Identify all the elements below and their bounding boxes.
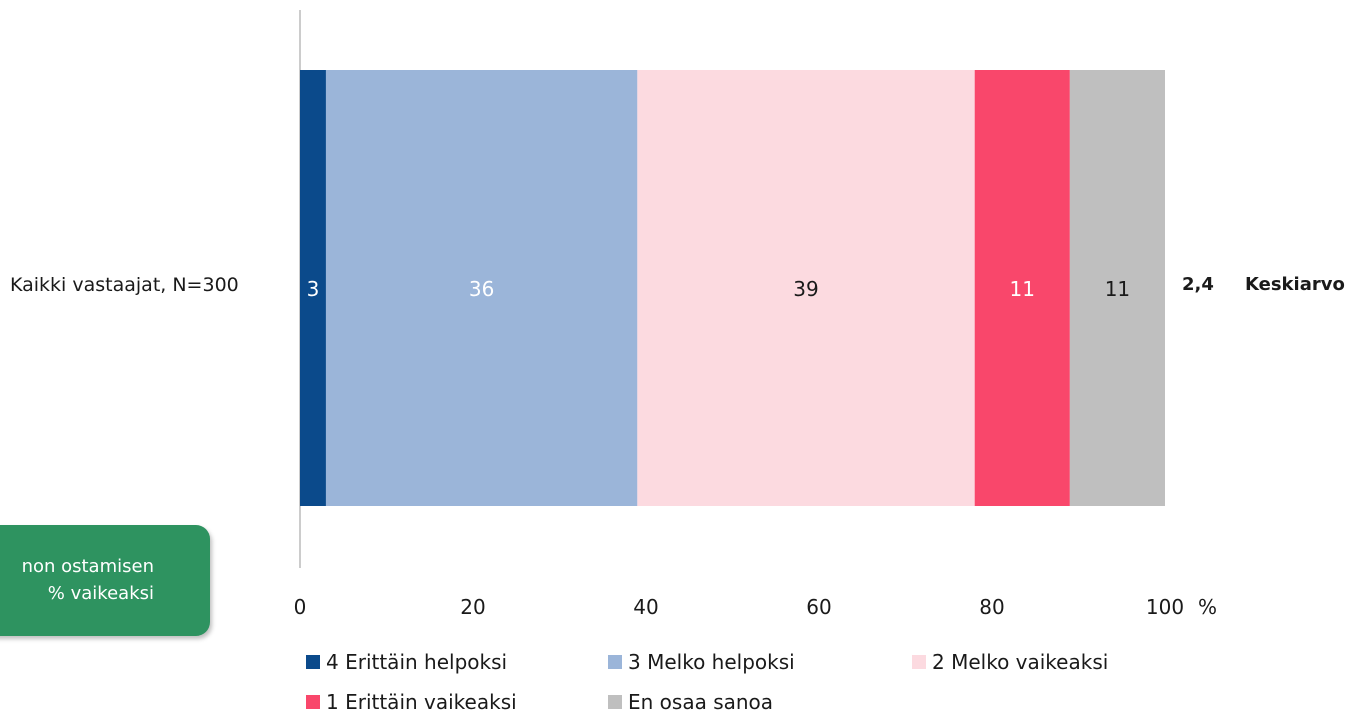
data-label: 11 [1105,277,1130,301]
legend-item: 2 Melko vaikeaksi [912,650,1108,674]
bar-segment [637,70,975,506]
data-label: 39 [793,277,818,301]
legend-item: 1 Erittäin vaikeaksi [306,690,517,714]
bar-segment [974,70,1070,506]
mean-value: 2,4 [1182,274,1214,295]
category-label: Kaikki vastaajat, N=300 [10,274,239,296]
legend-label: 3 Melko helpoksi [628,650,795,674]
x-tick-label: 60 [806,595,831,619]
bar-segment [1069,70,1165,506]
x-tick-label: 0 [294,595,307,619]
callout-box: non ostamisen % vaikeaksi [0,525,210,636]
legend-swatch [306,655,320,669]
legend-swatch [608,655,622,669]
legend-label: 2 Melko vaikeaksi [932,650,1109,674]
x-tick-label: 40 [633,595,658,619]
legend-swatch [306,695,320,709]
data-label: 36 [469,277,494,301]
x-tick-label: 100 [1146,595,1184,619]
legend-item: En osaa sanoa [608,690,773,714]
legend-swatch [912,655,926,669]
mean-label: Keskiarvo [1245,274,1345,295]
legend-item: 4 Erittäin helpoksi [306,650,507,674]
x-tick-labels: 0 20 40 60 80 100 [294,595,1184,619]
legend-swatch [608,695,622,709]
legend-label: 1 Erittäin vaikeaksi [326,690,517,714]
data-label: 3 [307,277,320,301]
bar-group: 3 36 39 11 11 [300,70,1165,506]
x-tick-label: 80 [979,595,1004,619]
x-tick-label: 20 [460,595,485,619]
legend-label: 4 Erittäin helpoksi [326,650,508,674]
bar-segment [325,70,638,506]
callout-line-1: non ostamisen [21,556,154,577]
legend-item: 3 Melko helpoksi [608,650,795,674]
data-label: 11 [1010,277,1035,301]
x-axis-unit: % [1198,595,1218,619]
callout-line-2: % vaikeaksi [47,583,154,604]
legend-label: En osaa sanoa [628,690,774,714]
bar-segment [300,70,326,506]
